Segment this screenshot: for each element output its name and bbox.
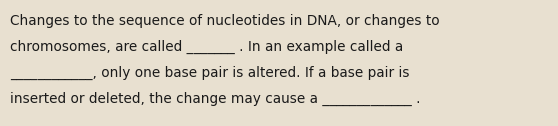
Text: ____________, only one base pair is altered. If a base pair is: ____________, only one base pair is alte… xyxy=(10,66,410,80)
Text: chromosomes, are called _______ . In an example called a: chromosomes, are called _______ . In an … xyxy=(10,40,403,54)
Text: Changes to the sequence of nucleotides in DNA, or changes to: Changes to the sequence of nucleotides i… xyxy=(10,14,440,28)
Text: inserted or deleted, the change may cause a _____________ .: inserted or deleted, the change may caus… xyxy=(10,92,421,106)
